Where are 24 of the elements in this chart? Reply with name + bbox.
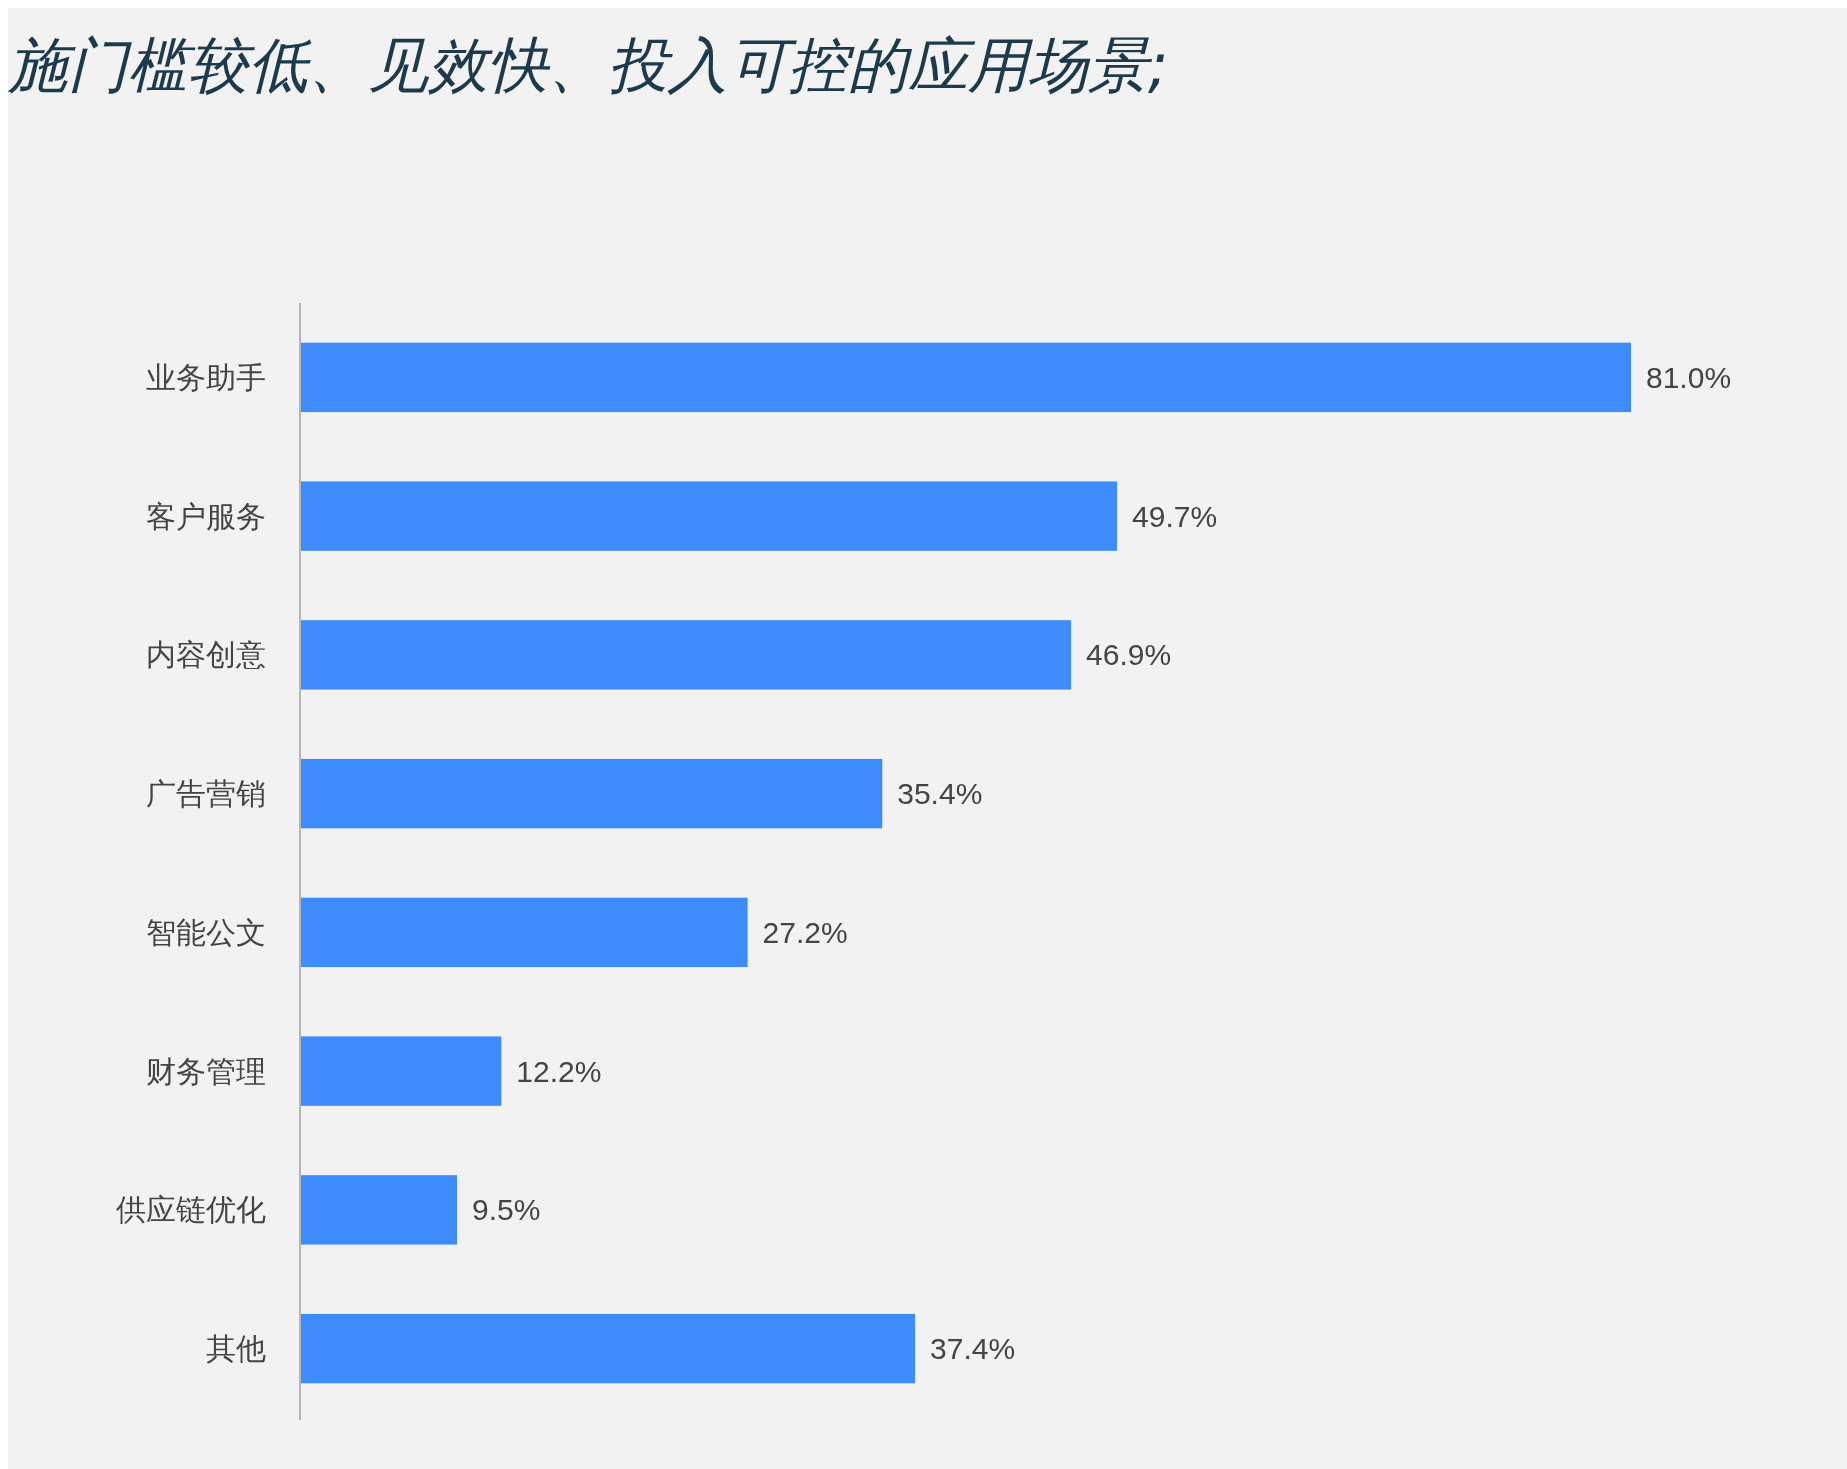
bar — [301, 620, 1072, 690]
y-tick-label: 内容创意 — [146, 637, 266, 673]
data-label: 35.4% — [897, 777, 983, 811]
bar — [301, 897, 748, 968]
bar — [301, 342, 1631, 413]
y-tick-label: 业务助手 — [146, 359, 266, 395]
y-tick-label: 广告营销 — [146, 776, 266, 812]
data-label: 12.2% — [516, 1054, 602, 1088]
data-label: 37.4% — [930, 1332, 1016, 1366]
data-label: 81.0% — [1646, 360, 1732, 394]
y-tick-label: 其他 — [206, 1331, 266, 1367]
bar — [301, 1036, 502, 1106]
y-tick-label: 供应链优化 — [116, 1192, 266, 1228]
bar — [301, 1175, 457, 1245]
y-tick-label: 财务管理 — [146, 1053, 266, 1089]
data-label: 27.2% — [762, 915, 848, 949]
y-tick-label: 客户服务 — [146, 498, 266, 534]
data-label: 49.7% — [1132, 499, 1218, 533]
bar — [301, 1313, 916, 1384]
data-label: 9.5% — [471, 1193, 541, 1227]
bar — [301, 758, 883, 829]
bar — [301, 481, 1118, 551]
y-tick-label: 智能公文 — [146, 914, 266, 950]
data-label: 46.9% — [1086, 638, 1172, 672]
